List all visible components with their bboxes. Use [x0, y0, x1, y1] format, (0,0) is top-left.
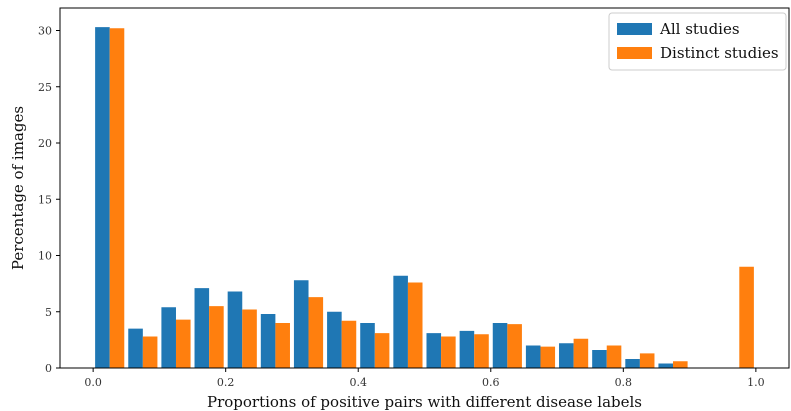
x-tick-label: 0.8: [615, 376, 633, 389]
bar-all-studies-14: [559, 343, 574, 368]
bar-distinct-studies-11: [474, 334, 489, 368]
bar-all-studies-13: [525, 345, 541, 368]
bar-distinct-studies-3: [209, 306, 224, 369]
x-tick-label: 0.6: [482, 376, 500, 389]
bar-distinct-studies-9: [407, 282, 423, 368]
bar-all-studies-5: [260, 314, 276, 368]
y-tick-label: 15: [38, 193, 52, 206]
bar-all-studies-1: [128, 328, 143, 369]
x-tick-label: 0.4: [349, 376, 367, 389]
legend-label: Distinct studies: [660, 44, 779, 62]
y-tick-label: 30: [38, 25, 52, 38]
bar-distinct-studies-8: [374, 333, 390, 369]
x-tick-label: 1.0: [747, 376, 765, 389]
x-tick-label: 0.0: [84, 376, 102, 389]
bar-distinct-studies-6: [308, 297, 324, 369]
bar-all-studies-16: [625, 359, 640, 368]
legend-box: [608, 12, 787, 71]
y-axis-label: Percentage of images: [9, 106, 27, 270]
bar-distinct-studies-15: [606, 345, 622, 368]
bar-distinct-studies-4: [242, 309, 257, 368]
bar-all-studies-8: [360, 323, 375, 368]
x-axis-label: Proportions of positive pairs with diffe…: [207, 393, 642, 411]
legend-label: All studies: [659, 20, 740, 38]
bar-distinct-studies-7: [341, 320, 357, 368]
y-tick-label: 20: [38, 137, 52, 150]
bar-all-studies-10: [426, 333, 442, 369]
legend-swatch: [617, 23, 652, 35]
y-tick-label: 5: [45, 306, 52, 319]
bar-distinct-studies-5: [275, 323, 290, 368]
bar-distinct-studies-17: [673, 361, 688, 368]
bar-all-studies-9: [393, 275, 408, 368]
y-tick-label: 25: [38, 81, 52, 94]
bar-all-studies-17: [658, 363, 674, 368]
bar-all-studies-6: [293, 280, 309, 368]
y-tick-label: 10: [38, 250, 52, 263]
bar-distinct-studies-0: [109, 28, 125, 368]
axes-group: 0.0 0.2 0.4 0.6 0.8 1.0 0 5 10 15 20 25 30: [38, 7, 790, 389]
bar-distinct-studies-10: [441, 336, 456, 368]
bar-all-studies-3: [194, 288, 210, 369]
y-tick-label: 0: [45, 362, 52, 375]
legend: All studies Distinct studies: [608, 12, 787, 71]
bar-distinct-studies-14: [573, 338, 589, 368]
bar-distinct-studies-16: [639, 353, 655, 369]
x-tick-label: 0.2: [217, 376, 235, 389]
bar-all-studies-4: [227, 291, 243, 368]
bar-all-studies-2: [161, 307, 176, 368]
bar-distinct-studies-12: [507, 324, 522, 369]
bars-group: [95, 27, 754, 369]
bar-distinct-studies-19: [739, 266, 754, 368]
bar-distinct-studies-2: [175, 319, 191, 369]
legend-swatch: [617, 47, 652, 59]
bar-all-studies-0: [95, 27, 110, 369]
bar-all-studies-11: [459, 330, 475, 369]
bar-distinct-studies-13: [540, 346, 556, 369]
bar-all-studies-15: [592, 350, 607, 368]
plot-frame: [59, 7, 790, 369]
bar-all-studies-7: [327, 311, 342, 368]
bar-all-studies-12: [492, 323, 508, 368]
bar-distinct-studies-1: [142, 336, 158, 368]
